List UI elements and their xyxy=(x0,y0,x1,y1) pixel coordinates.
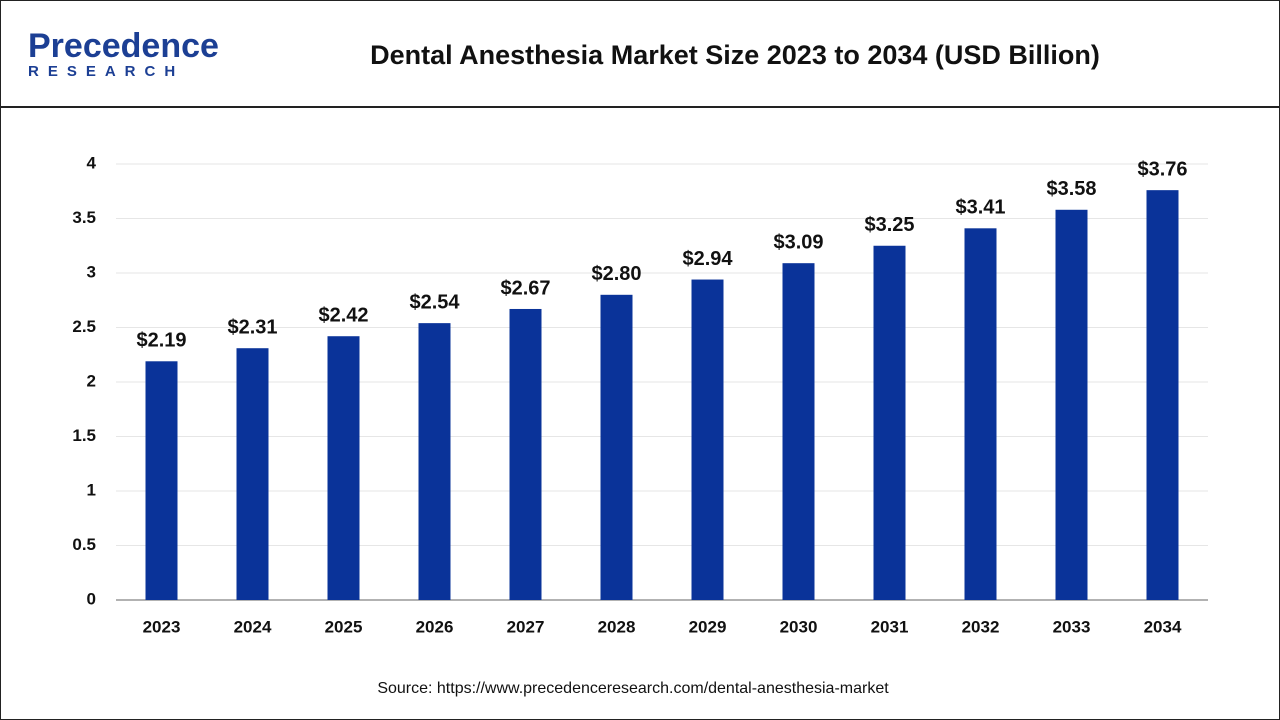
bar xyxy=(145,361,178,600)
data-label: $2.19 xyxy=(136,330,186,352)
x-tick-label: 2024 xyxy=(234,617,272,636)
data-label: $2.80 xyxy=(591,263,641,285)
data-label: $3.58 xyxy=(1046,178,1096,200)
bar xyxy=(691,279,724,600)
bar xyxy=(1146,190,1179,600)
y-tick-label: 3 xyxy=(87,262,96,281)
data-label: $2.42 xyxy=(318,305,368,327)
x-tick-label: 2029 xyxy=(689,617,727,636)
bar xyxy=(1055,209,1088,600)
x-tick-label: 2030 xyxy=(780,617,818,636)
data-label: $3.25 xyxy=(864,214,914,236)
data-label: $2.31 xyxy=(227,316,277,338)
x-tick-label: 2027 xyxy=(507,617,545,636)
y-tick-label: 0 xyxy=(87,589,96,608)
bar xyxy=(327,336,360,600)
y-tick-label: 2.5 xyxy=(72,317,96,336)
y-tick-label: 1.5 xyxy=(72,426,96,445)
bar xyxy=(873,245,906,600)
y-tick-label: 0.5 xyxy=(72,535,96,554)
y-tick-label: 4 xyxy=(87,153,97,172)
x-tick-label: 2028 xyxy=(598,617,636,636)
x-tick-label: 2026 xyxy=(416,617,454,636)
data-label: $2.67 xyxy=(500,277,550,299)
x-tick-label: 2023 xyxy=(143,617,181,636)
data-label: $3.09 xyxy=(773,231,823,253)
y-tick-label: 3.5 xyxy=(72,208,96,227)
x-tick-label: 2033 xyxy=(1053,617,1091,636)
bar xyxy=(600,294,633,600)
data-label: $2.94 xyxy=(682,248,733,270)
data-label: $3.41 xyxy=(955,197,1005,219)
data-label: $3.76 xyxy=(1137,158,1187,180)
source: Source: https://www.precedenceresearch.c… xyxy=(377,680,889,697)
x-tick-label: 2031 xyxy=(871,617,909,636)
x-tick-label: 2025 xyxy=(325,617,363,636)
logo-name: Precedence xyxy=(28,27,219,65)
chart-title: Dental Anesthesia Market Size 2023 to 20… xyxy=(370,40,1100,70)
x-tick-label: 2032 xyxy=(962,617,1000,636)
bar xyxy=(782,263,815,600)
y-tick-label: 1 xyxy=(87,480,96,499)
bar xyxy=(509,308,542,600)
x-tick-label: 2034 xyxy=(1144,617,1182,636)
logo-tagline: RESEARCH xyxy=(28,63,184,80)
bar xyxy=(418,323,451,600)
data-label: $2.54 xyxy=(409,291,460,313)
y-tick-label: 2 xyxy=(87,371,96,390)
bar xyxy=(236,348,269,600)
bar xyxy=(964,228,997,600)
